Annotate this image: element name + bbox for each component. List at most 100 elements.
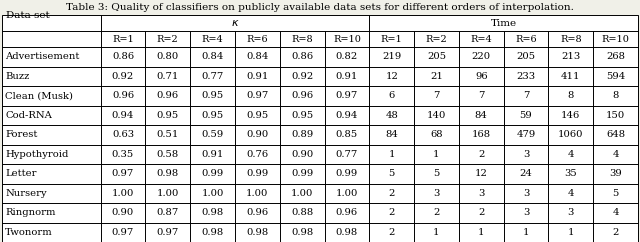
Text: 7: 7 — [433, 91, 440, 100]
Text: R=4: R=4 — [470, 35, 492, 44]
Text: 0.77: 0.77 — [336, 150, 358, 159]
Text: 12: 12 — [385, 72, 398, 81]
Text: 0.95: 0.95 — [157, 111, 179, 120]
Text: 268: 268 — [606, 52, 625, 61]
Text: 0.98: 0.98 — [336, 228, 358, 237]
Text: Ringnorm: Ringnorm — [5, 208, 56, 217]
Text: R=4: R=4 — [202, 35, 223, 44]
Text: 12: 12 — [475, 169, 488, 178]
Text: Table 3: Quality of classifiers on publicly available data sets for different or: Table 3: Quality of classifiers on publi… — [66, 2, 574, 12]
Text: 140: 140 — [427, 111, 446, 120]
Text: 4: 4 — [568, 189, 574, 198]
Text: 0.59: 0.59 — [202, 130, 223, 139]
Text: 0.89: 0.89 — [291, 130, 313, 139]
Text: 8: 8 — [612, 91, 619, 100]
Text: 1: 1 — [523, 228, 529, 237]
Text: Data set: Data set — [6, 10, 50, 20]
Text: 84: 84 — [385, 130, 398, 139]
Text: Hypothyroid: Hypothyroid — [5, 150, 68, 159]
Text: Cod-RNA: Cod-RNA — [5, 111, 52, 120]
Text: 2: 2 — [433, 208, 440, 217]
Text: 0.97: 0.97 — [157, 228, 179, 237]
Text: 0.88: 0.88 — [291, 208, 313, 217]
Text: 0.96: 0.96 — [246, 208, 268, 217]
Text: 411: 411 — [561, 72, 580, 81]
Text: 0.63: 0.63 — [112, 130, 134, 139]
Text: 0.99: 0.99 — [291, 169, 313, 178]
Text: R=2: R=2 — [157, 35, 179, 44]
Text: 4: 4 — [612, 208, 619, 217]
Text: 0.99: 0.99 — [336, 169, 358, 178]
Text: 0.91: 0.91 — [246, 72, 269, 81]
Text: 213: 213 — [561, 52, 580, 61]
Text: 35: 35 — [564, 169, 577, 178]
Text: R=1: R=1 — [381, 35, 403, 44]
Text: 1060: 1060 — [558, 130, 584, 139]
Text: 0.58: 0.58 — [157, 150, 179, 159]
Text: 2: 2 — [612, 228, 619, 237]
Text: 0.95: 0.95 — [202, 111, 223, 120]
Text: 3: 3 — [478, 189, 484, 198]
Text: 5: 5 — [388, 169, 395, 178]
Text: 0.35: 0.35 — [112, 150, 134, 159]
Text: 205: 205 — [516, 52, 536, 61]
Text: 219: 219 — [382, 52, 401, 61]
Text: 7: 7 — [478, 91, 484, 100]
Text: 1.00: 1.00 — [291, 189, 314, 198]
Text: 150: 150 — [606, 111, 625, 120]
Text: 0.87: 0.87 — [157, 208, 179, 217]
Text: 0.98: 0.98 — [157, 169, 179, 178]
Text: 0.86: 0.86 — [112, 52, 134, 61]
Text: 0.90: 0.90 — [291, 150, 313, 159]
Text: 0.98: 0.98 — [246, 228, 268, 237]
Text: 1.00: 1.00 — [157, 189, 179, 198]
Text: 21: 21 — [430, 72, 443, 81]
Text: 2: 2 — [388, 228, 395, 237]
Text: 4: 4 — [612, 150, 619, 159]
Text: Forest: Forest — [5, 130, 37, 139]
Text: 0.92: 0.92 — [291, 72, 313, 81]
Text: 0.94: 0.94 — [112, 111, 134, 120]
Text: Buzz: Buzz — [5, 72, 29, 81]
Text: 5: 5 — [433, 169, 440, 178]
Text: 0.82: 0.82 — [336, 52, 358, 61]
Text: 0.90: 0.90 — [112, 208, 134, 217]
Text: 2: 2 — [388, 189, 395, 198]
Text: R=10: R=10 — [333, 35, 361, 44]
Text: 1: 1 — [388, 150, 395, 159]
Text: 3: 3 — [568, 208, 574, 217]
Text: Letter: Letter — [5, 169, 36, 178]
Text: 168: 168 — [472, 130, 491, 139]
Text: Twonorm: Twonorm — [5, 228, 52, 237]
Text: 0.77: 0.77 — [202, 72, 223, 81]
Text: 0.97: 0.97 — [112, 169, 134, 178]
Text: 1: 1 — [568, 228, 574, 237]
Text: 0.86: 0.86 — [291, 52, 313, 61]
Text: Time: Time — [491, 18, 516, 28]
Text: 0.95: 0.95 — [291, 111, 313, 120]
Text: 4: 4 — [568, 150, 574, 159]
Text: 1.00: 1.00 — [246, 189, 269, 198]
Text: 0.76: 0.76 — [246, 150, 268, 159]
Text: R=2: R=2 — [426, 35, 447, 44]
Text: R=6: R=6 — [515, 35, 537, 44]
Text: 0.96: 0.96 — [336, 208, 358, 217]
Text: 1: 1 — [433, 150, 440, 159]
Text: 1.00: 1.00 — [112, 189, 134, 198]
Text: 3: 3 — [523, 189, 529, 198]
Text: 648: 648 — [606, 130, 625, 139]
Text: 220: 220 — [472, 52, 491, 61]
Text: 3: 3 — [433, 189, 440, 198]
Text: 24: 24 — [520, 169, 532, 178]
Text: R=6: R=6 — [246, 35, 268, 44]
Text: 2: 2 — [388, 208, 395, 217]
Text: 0.97: 0.97 — [336, 91, 358, 100]
Text: 0.84: 0.84 — [246, 52, 269, 61]
Text: 84: 84 — [475, 111, 488, 120]
Text: 0.98: 0.98 — [202, 228, 223, 237]
Text: 0.97: 0.97 — [246, 91, 268, 100]
Text: 2: 2 — [478, 150, 484, 159]
Text: 205: 205 — [427, 52, 446, 61]
Text: 0.97: 0.97 — [112, 228, 134, 237]
Text: 0.90: 0.90 — [246, 130, 268, 139]
